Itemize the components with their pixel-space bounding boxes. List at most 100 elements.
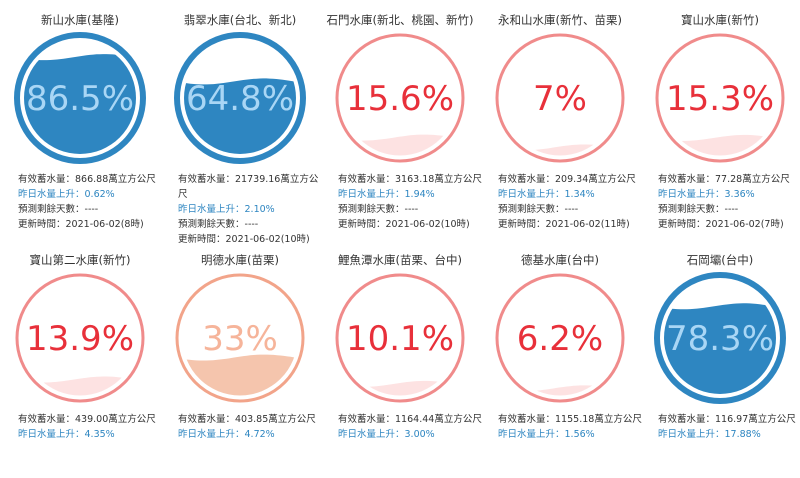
rise-value: 4.35%	[84, 429, 115, 440]
rise-line: 昨日水量上升：0.62%	[18, 187, 160, 202]
updated-value: 2021-06-02(11時)	[545, 219, 630, 230]
days-value: ----	[404, 204, 419, 215]
water-wave	[664, 303, 776, 394]
reservoir-info: 有效蓄水量：3163.18萬立方公尺 昨日水量上升：1.94% 預測剩餘天數：---…	[338, 172, 482, 232]
storage-unit: 萬立方公尺	[178, 174, 319, 200]
storage-value: 1164.44	[395, 414, 435, 425]
reservoir-name: 德基水庫(台中)	[521, 253, 599, 267]
reservoir-card: 永和山水庫(新竹、苗栗) 7% 7% 有效蓄水量：209.34萬立方公尺 昨日水量上升：…	[480, 0, 640, 238]
days-label: 預測剩餘天數：	[178, 219, 245, 230]
updated-line: 更新時間：2021-06-02(8時)	[18, 217, 160, 232]
reservoir-card: 寶山第二水庫(新竹) 13.9% 13.9% 有效蓄水量：439.00萬立方公尺 昨日水…	[0, 240, 160, 478]
days-value: ----	[564, 204, 579, 215]
rise-line: 昨日水量上升：2.10%	[178, 202, 320, 217]
storage-unit: 萬立方公尺	[268, 414, 316, 425]
reservoir-name: 寶山第二水庫(新竹)	[29, 253, 131, 267]
reservoir-name: 明德水庫(苗栗)	[201, 253, 279, 267]
reservoir-info: 有效蓄水量：1155.18萬立方公尺 昨日水量上升：1.56%	[498, 412, 642, 442]
gauge-ring	[654, 272, 786, 404]
storage-label: 有效蓄水量：	[498, 174, 556, 185]
rise-line: 昨日水量上升：17.88%	[658, 427, 800, 442]
reservoir-name: 鯉魚潭水庫(苗栗、台中)	[338, 253, 462, 267]
water-level-gauge: 86.5% 86.5%	[14, 32, 146, 164]
reservoir-card: 翡翠水庫(台北、新北) 64.8% 64.8% 有效蓄水量：21739.16萬立方公尺…	[160, 0, 320, 245]
percent-label: 15.3%	[666, 79, 774, 119]
storage-label: 有效蓄水量：	[658, 174, 716, 185]
reservoir-info: 有效蓄水量：866.88萬立方公尺 昨日水量上升：0.62% 預測剩餘天數：----…	[18, 172, 160, 232]
water-level-gauge: 6.2% 6.2%	[494, 272, 626, 404]
rise-label: 昨日水量上升：	[18, 429, 85, 440]
updated-value: 2021-06-02(8時)	[65, 219, 144, 230]
reservoir-info: 有效蓄水量：209.34萬立方公尺 昨日水量上升：1.34% 預測剩餘天數：----…	[498, 172, 640, 232]
percent-label: 13.9%	[26, 319, 134, 359]
updated-value: 2021-06-02(10時)	[385, 219, 470, 230]
storage-label: 有效蓄水量：	[658, 414, 716, 425]
water-wave	[342, 380, 458, 396]
updated-value: 2021-06-02(7時)	[705, 219, 784, 230]
updated-line: 更新時間：2021-06-02(10時)	[178, 232, 320, 247]
reservoir-info: 有效蓄水量：403.85萬立方公尺 昨日水量上升：4.72%	[178, 412, 320, 442]
storage-line: 有效蓄水量：1164.44萬立方公尺	[338, 412, 482, 427]
water-wave	[342, 134, 458, 156]
storage-unit: 萬立方公尺	[742, 174, 790, 185]
days-line: 預測剩餘天數：----	[338, 202, 480, 217]
reservoir-info: 有效蓄水量：77.28萬立方公尺昨日水量上升：3.36% 預測剩餘天數：---- 更…	[658, 172, 800, 232]
updated-line: 更新時間：2021-06-02(7時)	[658, 217, 800, 232]
storage-unit: 萬立方公尺	[748, 414, 796, 425]
updated-value: 2021-06-02(10時)	[225, 234, 310, 245]
storage-label: 有效蓄水量：	[18, 414, 76, 425]
water-level-gauge: 10.1% 10.1%	[334, 272, 466, 404]
water-level-gauge: 33% 33%	[174, 272, 306, 404]
reservoir-card: 寶山水庫(新竹) 15.3% 15.3% 有效蓄水量：77.28萬立方公尺 昨日水量上升…	[640, 0, 800, 238]
rise-value: 2.10%	[244, 204, 275, 215]
storage-unit: 萬立方公尺	[588, 174, 636, 185]
rise-label: 昨日水量上升：	[178, 204, 245, 215]
rise-value: 3.36%	[724, 189, 755, 200]
water-level-gauge: 78.3% 78.3%	[654, 272, 786, 404]
rise-line: 昨日水量上升：3.36%	[658, 187, 800, 202]
reservoir-card: 石岡壩(台中) 78.3% 78.3% 有效蓄水量：116.97萬立方公尺 昨日水量上升…	[640, 240, 800, 478]
storage-unit: 萬立方公尺	[108, 414, 156, 425]
rise-line: 昨日水量上升：4.35%	[18, 427, 160, 442]
rise-value: 1.34%	[564, 189, 595, 200]
storage-unit: 萬立方公尺	[434, 174, 482, 185]
rise-label: 昨日水量上升：	[498, 189, 565, 200]
rise-label: 昨日水量上升：	[658, 429, 725, 440]
reservoir-card: 德基水庫(台中) 6.2% 6.2% 有效蓄水量：1155.18萬立方公尺 昨日水量上升…	[480, 240, 642, 478]
storage-value: 21739.16	[235, 174, 281, 185]
reservoir-name: 新山水庫(基隆)	[41, 13, 119, 27]
storage-line: 有效蓄水量：21739.16萬立方公尺	[178, 172, 320, 202]
rise-line: 昨日水量上升：1.56%	[498, 427, 640, 442]
water-level-gauge: 7% 7%	[494, 32, 626, 164]
gauge-ring	[14, 32, 146, 164]
storage-line: 有效蓄水量：439.00萬立方公尺	[18, 412, 160, 427]
storage-label: 有效蓄水量：	[178, 174, 236, 185]
water-level-gauge: 15.3% 15.3%	[654, 32, 786, 164]
reservoir-card: 石門水庫(新北、桃園、新竹) 15.6% 15.6% 有效蓄水量：3163.18萬立方…	[320, 0, 482, 238]
storage-label: 有效蓄水量：	[18, 174, 76, 185]
storage-value: 866.88	[75, 174, 109, 185]
gauge-ring	[174, 32, 306, 164]
storage-value: 77.28	[715, 174, 743, 185]
percent-label: 6.2%	[517, 319, 603, 359]
gauge-ring	[335, 33, 465, 163]
storage-label: 有效蓄水量：	[338, 174, 396, 185]
reservoir-name: 石門水庫(新北、桃園、新竹)	[326, 13, 474, 27]
percent-label: 86.5%	[26, 79, 134, 119]
days-line: 預測剩餘天數：----	[658, 202, 800, 217]
days-line: 預測剩餘天數：----	[178, 217, 320, 232]
reservoir-info: 有效蓄水量：1164.44萬立方公尺 昨日水量上升：3.00%	[338, 412, 482, 442]
rise-value: 1.56%	[564, 429, 595, 440]
rise-value: 3.00%	[404, 429, 435, 440]
storage-value: 439.00	[75, 414, 109, 425]
days-value: ----	[244, 219, 259, 230]
days-label: 預測剩餘天數：	[658, 204, 725, 215]
percent-label: 33%	[202, 319, 278, 359]
rise-label: 昨日水量上升：	[338, 189, 405, 200]
water-wave	[502, 385, 618, 396]
percent-label: 10.1%	[346, 319, 454, 359]
storage-label: 有效蓄水量：	[338, 414, 396, 425]
percent-label: 64.8%	[186, 79, 294, 119]
storage-line: 有效蓄水量：116.97萬立方公尺	[658, 412, 800, 427]
reservoir-name: 永和山水庫(新竹、苗栗)	[498, 13, 622, 27]
